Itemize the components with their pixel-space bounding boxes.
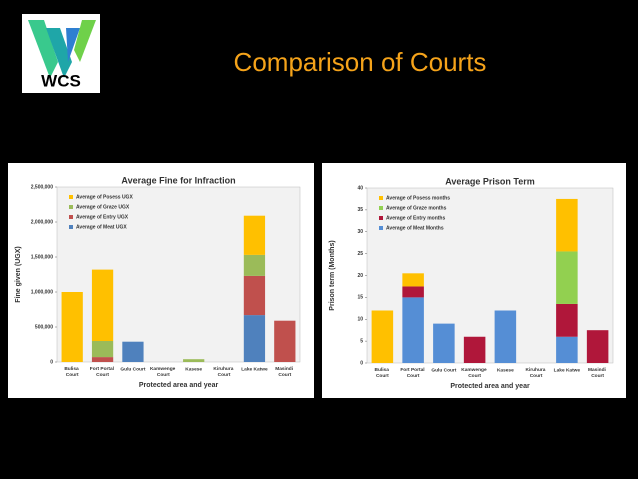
logo-shape [74, 20, 96, 62]
y-axis-title: Prison term (Months) [329, 240, 336, 310]
bar-segment [122, 341, 144, 362]
legend-swatch [379, 196, 383, 200]
x-tick-label: Fort Portal Court [90, 366, 116, 378]
legend-swatch [379, 206, 383, 210]
slide-title: Comparison of Courts [234, 47, 487, 77]
bar-segment [274, 320, 296, 362]
x-tick-label: Kasese [497, 367, 514, 373]
bar-segment [243, 275, 266, 316]
bar-segment [556, 336, 578, 363]
x-tick-label: Lake Katwe [241, 366, 268, 372]
x-tick-label: Kiruhura Court [213, 366, 234, 378]
y-tick-label: 15 [357, 295, 363, 301]
x-tick-label: Bulisa Court [64, 366, 80, 378]
bar-segment [433, 323, 455, 363]
x-tick-label: Fort Portal Court [400, 367, 426, 379]
y-tick-label: 25 [357, 251, 363, 257]
x-tick-label: Kamwenge Court [150, 366, 177, 378]
bar-segment [494, 310, 517, 363]
bar-segment [586, 330, 609, 363]
legend-swatch [69, 225, 73, 229]
bar-segment [243, 215, 266, 255]
legend-swatch [69, 215, 73, 219]
bar-segment [91, 357, 114, 362]
bar-segment [61, 292, 83, 362]
bar-segment [402, 297, 424, 363]
legend-label: Average of Graze months [386, 205, 447, 211]
legend-label: Average of Meat UGX [76, 224, 127, 230]
legend-swatch [69, 205, 73, 209]
y-tick-label: 1,500,000 [31, 254, 53, 260]
y-tick-label: 40 [357, 185, 363, 191]
legend-label: Average of Posess UGX [76, 194, 133, 200]
y-tick-label: 500,000 [35, 324, 53, 330]
bar-segment [556, 251, 578, 304]
y-tick-label: 35 [357, 207, 363, 213]
x-axis-title: Protected area and year [139, 382, 219, 389]
logo-shape [66, 28, 80, 62]
y-tick-label: 0 [50, 359, 53, 365]
legend-label: Average of Graze UGX [76, 204, 130, 210]
chart-title: Average Fine for Infraction [121, 175, 235, 185]
logo-shape [46, 28, 72, 78]
y-tick-label: 0 [360, 360, 363, 366]
y-tick-label: 1,000,000 [31, 289, 53, 295]
y-tick-label: 2,000,000 [31, 219, 53, 225]
x-tick-label: Bulisa Court [375, 367, 391, 379]
bar-segment [556, 198, 578, 252]
bar-segment [402, 273, 424, 287]
y-tick-label: 10 [357, 317, 363, 323]
legend-swatch [69, 195, 73, 199]
x-tick-label: Gulu Court [120, 366, 145, 372]
x-tick-label: Kiruhura Court [525, 367, 546, 379]
x-tick-label: Kamwenge Court [461, 367, 488, 379]
legend-label: Average of Posess months [386, 195, 450, 201]
x-tick-label: Gulu Court [431, 367, 456, 373]
legend-swatch [379, 226, 383, 230]
legend-label: Average of Meat Months [386, 225, 444, 231]
y-tick-label: 30 [357, 229, 363, 235]
x-axis-title: Protected area and year [450, 383, 530, 390]
logo-shape [28, 20, 58, 78]
chart-title: Average Prison Term [445, 176, 535, 186]
legend-label: Average of Entry months [386, 215, 445, 221]
x-tick-label: Masindi Court [588, 367, 607, 379]
bar-segment [91, 341, 114, 358]
bar-segment [402, 286, 424, 298]
y-tick-label: 20 [357, 273, 363, 279]
bar-segment [371, 310, 394, 363]
legend-swatch [379, 216, 383, 220]
y-tick-label: 2,500,000 [31, 184, 53, 190]
y-axis-title: Fine given (UGX) [15, 246, 22, 302]
x-tick-label: Masindi Court [275, 366, 294, 378]
logo: WCS [22, 14, 100, 93]
bar-segment [243, 254, 266, 276]
y-tick-label: 5 [360, 338, 363, 344]
logo-text: WCS [41, 71, 81, 90]
bar-segment [556, 303, 578, 337]
bar-segment [243, 315, 266, 362]
legend-label: Average of Entry UGX [76, 214, 129, 220]
x-tick-label: Kasese [185, 366, 202, 372]
bar-segment [91, 269, 114, 341]
bar-segment [463, 336, 486, 363]
bar-segment [183, 359, 205, 362]
x-tick-label: Lake Katwe [554, 367, 581, 373]
